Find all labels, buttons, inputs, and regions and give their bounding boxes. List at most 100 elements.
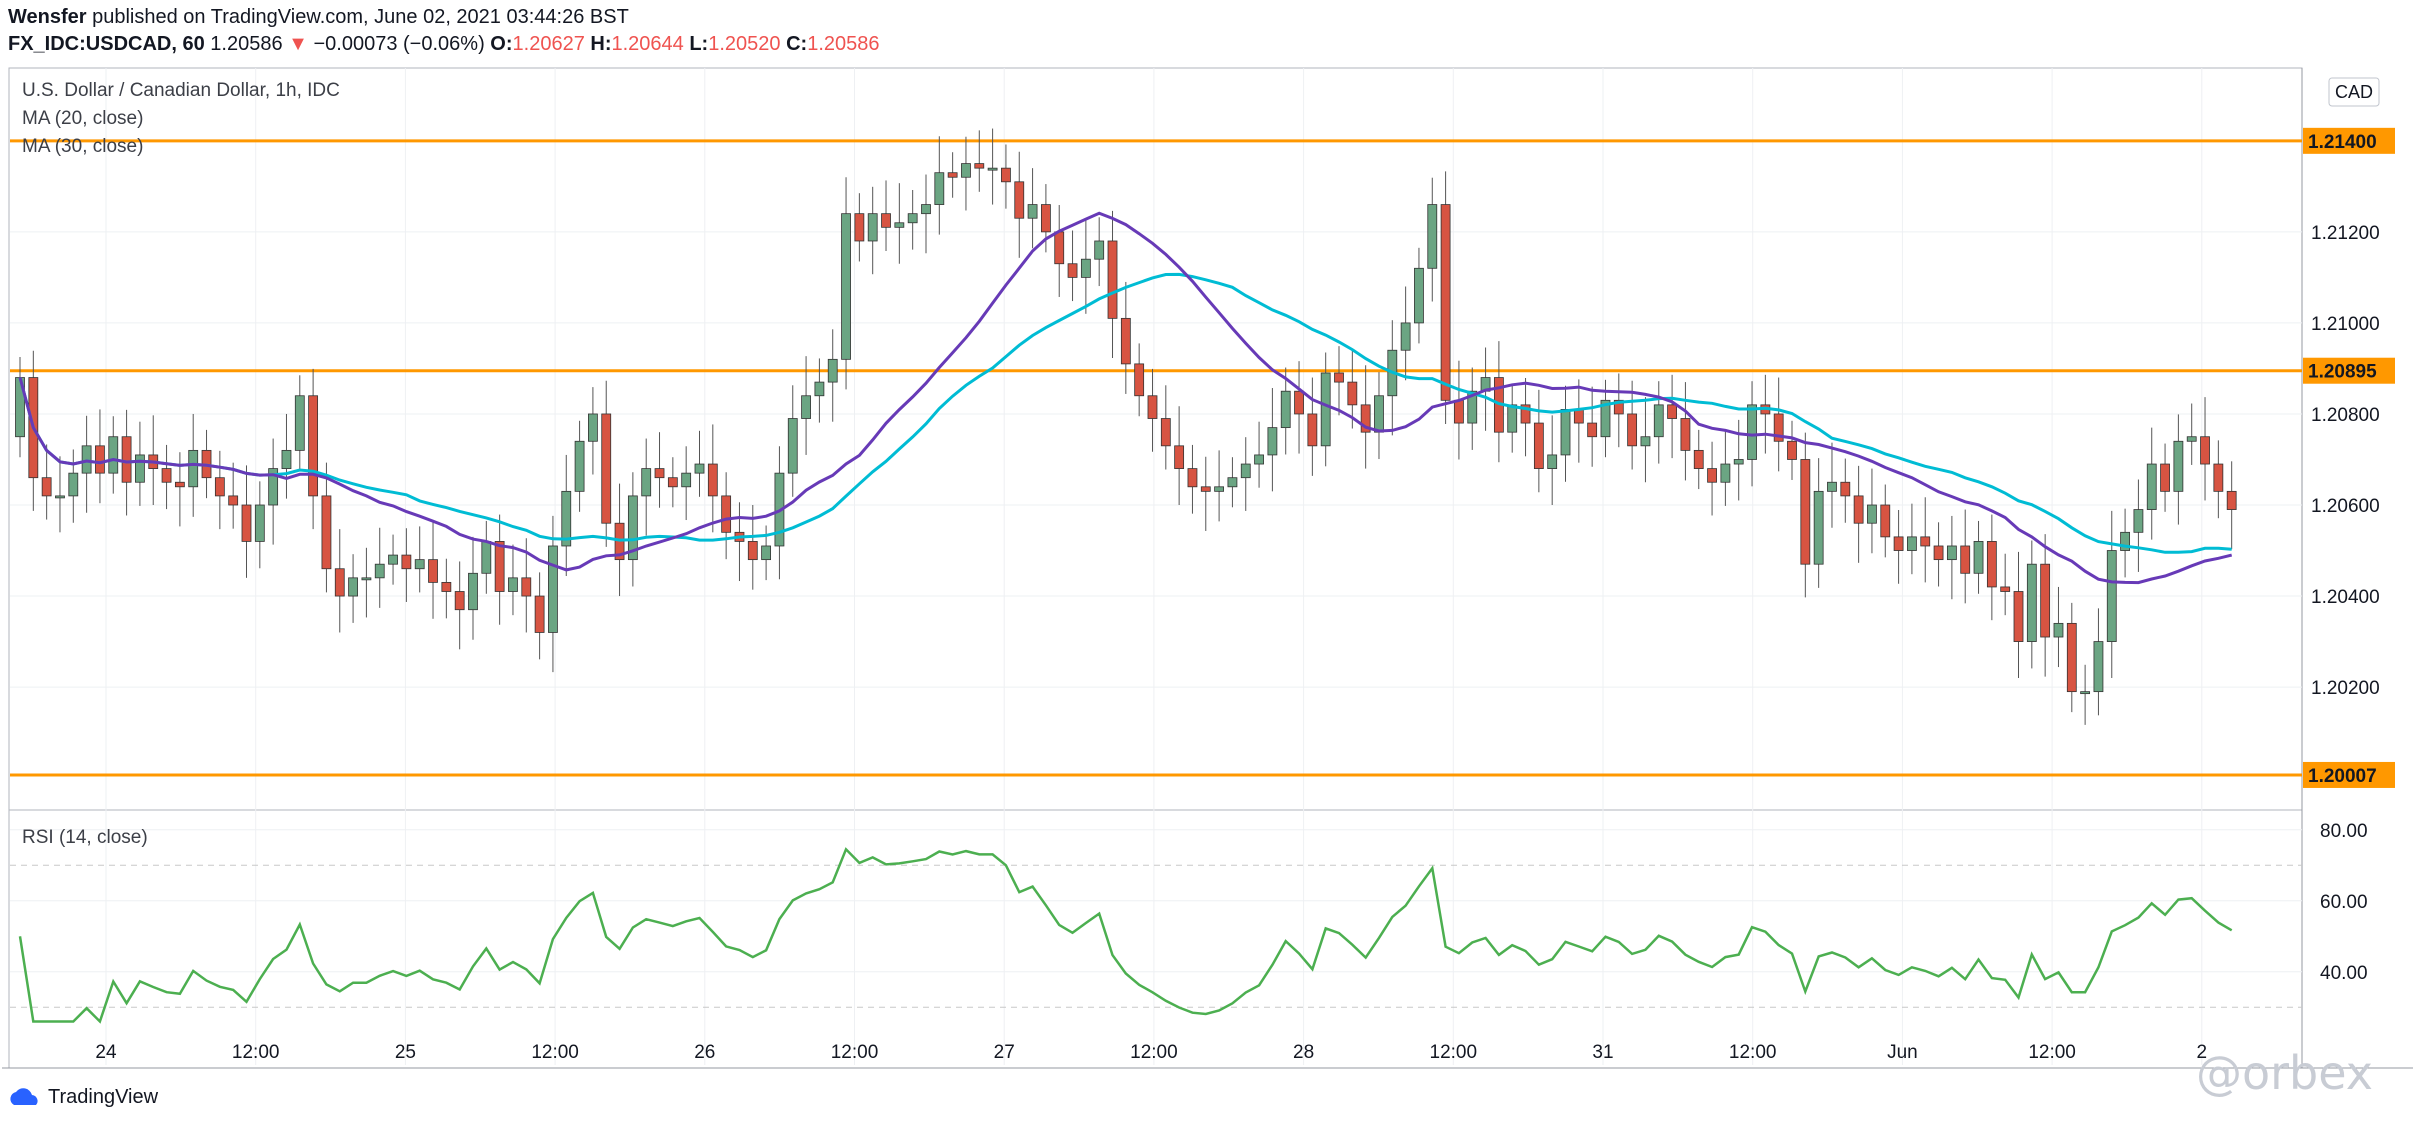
candle-up[interactable] [1374,395,1384,433]
tradingview-logo[interactable]: TradingView [8,1086,158,1109]
candle-up[interactable] [2120,531,2130,551]
candle-down[interactable] [1334,372,1344,383]
candle-down[interactable] [494,541,505,592]
candle-down[interactable] [95,445,105,474]
candle-down[interactable] [521,577,532,597]
candle-up[interactable] [627,495,638,561]
candle-up[interactable] [1320,372,1331,447]
candle-up[interactable] [294,395,305,451]
candle-up[interactable] [1813,490,1824,565]
candle-up[interactable] [1733,459,1744,465]
candle-down[interactable] [454,591,465,611]
candle-up[interactable] [961,163,971,178]
candle-up[interactable] [388,554,398,565]
candle-down[interactable] [41,477,52,497]
candle-up[interactable] [254,504,265,542]
candle-up[interactable] [641,468,652,497]
candle-up[interactable] [1827,481,1837,492]
candle-up[interactable] [2106,550,2117,642]
candle-up[interactable] [468,572,478,611]
candle-down[interactable] [1533,422,1544,469]
candle-down[interactable] [854,213,865,242]
candle-down[interactable] [2226,490,2237,510]
candle-up[interactable] [481,541,492,574]
candle-down[interactable] [241,504,252,542]
candle-down[interactable] [601,413,612,524]
candle-up[interactable] [1720,463,1731,483]
candle-down[interactable] [1440,204,1451,401]
candle-down[interactable] [707,463,718,497]
candle-down[interactable] [1174,445,1185,469]
candle-down[interactable] [2013,591,2024,642]
candle-down[interactable] [1014,181,1025,219]
candle-down[interactable] [1800,459,1811,565]
candle-down[interactable] [428,559,438,583]
candle-up[interactable] [894,222,905,228]
candle-down[interactable] [334,568,345,597]
candle-down[interactable] [1787,440,1797,460]
rsi-legend[interactable]: RSI (14, close) [22,827,148,848]
candle-down[interactable] [1667,404,1677,419]
candle-down[interactable] [1187,468,1198,488]
candle-down[interactable] [121,436,132,483]
candle-up[interactable] [1027,204,1038,219]
candle-down[interactable] [1160,418,1171,447]
candle-up[interactable] [574,440,585,492]
candle-down[interactable] [1613,399,1624,415]
candle-down[interactable] [1120,317,1131,365]
candle-up[interactable] [588,413,598,442]
candle-down[interactable] [721,495,732,533]
candle-down[interactable] [1040,204,1051,233]
candle-up[interactable] [1560,409,1571,456]
candle-up[interactable] [561,490,572,547]
candle-up[interactable] [268,468,279,506]
candle-down[interactable] [401,554,412,570]
candle-up[interactable] [1747,404,1757,460]
candle-down[interactable] [974,163,985,169]
candle-up[interactable] [827,358,838,383]
candle-down[interactable] [1134,363,1145,397]
candle-up[interactable] [867,213,878,242]
candle-down[interactable] [2213,463,2224,492]
candle-up[interactable] [2053,622,2064,638]
rsi-line[interactable] [18,847,2233,1024]
candle-up[interactable] [1227,477,1238,488]
candle-up[interactable] [1600,399,1611,438]
candle-up[interactable] [1267,427,1278,456]
candle-down[interactable] [1147,395,1158,419]
candle-down[interactable] [1067,263,1078,278]
candle-down[interactable] [1627,413,1638,447]
candle-down[interactable] [747,541,758,561]
candle-up[interactable] [55,495,65,499]
candle-up[interactable] [1507,404,1518,433]
candle-up[interactable] [1414,267,1424,324]
candle-up[interactable] [694,463,705,474]
candle-down[interactable] [1933,545,1944,561]
candle-up[interactable] [787,418,798,474]
candle-up[interactable] [508,577,518,592]
candle-down[interactable] [1893,536,1904,551]
candle-up[interactable] [374,563,385,579]
candle-down[interactable] [1707,468,1717,483]
candle-down[interactable] [1107,240,1118,319]
candle-up[interactable] [281,449,292,469]
candle-up[interactable] [414,559,425,570]
candle-up[interactable] [2146,463,2157,510]
candle-up[interactable] [548,545,558,633]
candle-down[interactable] [161,468,172,483]
candle-down[interactable] [1853,495,1864,524]
candle-down[interactable] [2200,436,2210,465]
candle-up[interactable] [1214,486,1225,492]
candle-down[interactable] [1294,390,1304,415]
candle-down[interactable] [654,468,665,479]
candle-up[interactable] [1946,545,1957,561]
candle-up[interactable] [987,167,998,171]
candle-down[interactable] [667,477,678,488]
candle-up[interactable] [1653,404,1664,438]
candle-up[interactable] [1240,463,1251,479]
candle-down[interactable] [1880,504,1891,538]
candle-down[interactable] [1840,481,1851,497]
candle-down[interactable] [2040,563,2051,638]
candle-down[interactable] [1986,541,1997,588]
